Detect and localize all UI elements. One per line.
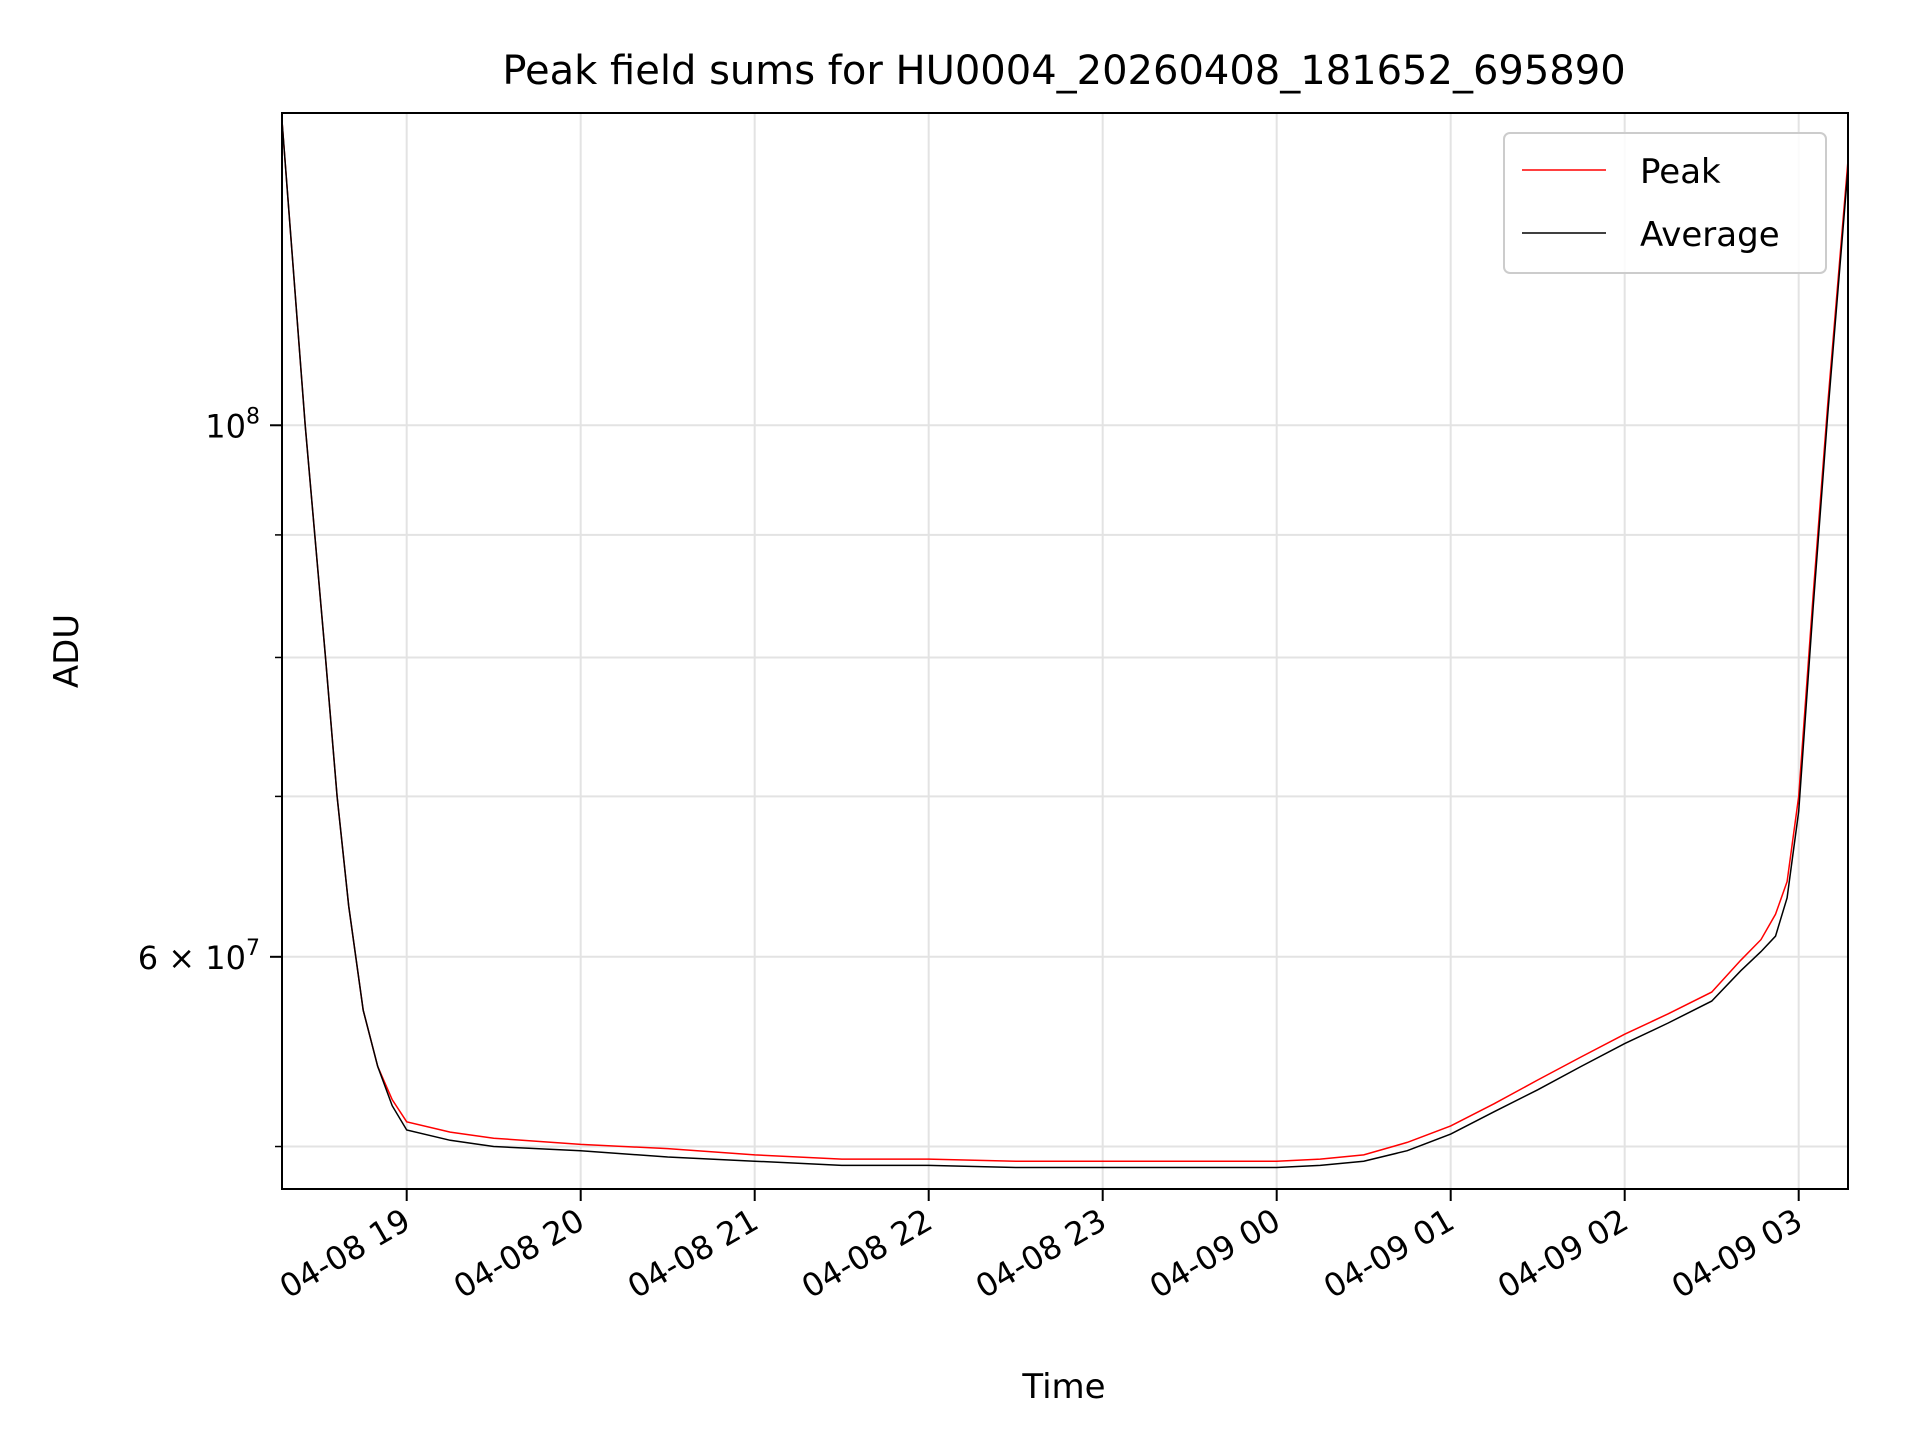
x-axis-label: Time — [1021, 1367, 1105, 1407]
legend-box — [1503, 132, 1827, 274]
legend: Peak Average — [1503, 132, 1827, 274]
grid-lines — [282, 113, 1848, 1189]
series-line-average — [282, 120, 1848, 1169]
y-axis-label: ADU — [47, 614, 87, 688]
y-tick-label: 108 — [205, 404, 260, 445]
chart-title: Peak field sums for HU0004_20260408_1816… — [502, 48, 1625, 94]
plot-frame — [281, 112, 1849, 1190]
plot-series — [282, 120, 1848, 1169]
y-tick-label: 6 × 107 — [138, 936, 260, 977]
legend-label-average: Average — [1640, 215, 1780, 255]
legend-label-peak: Peak — [1640, 152, 1721, 192]
